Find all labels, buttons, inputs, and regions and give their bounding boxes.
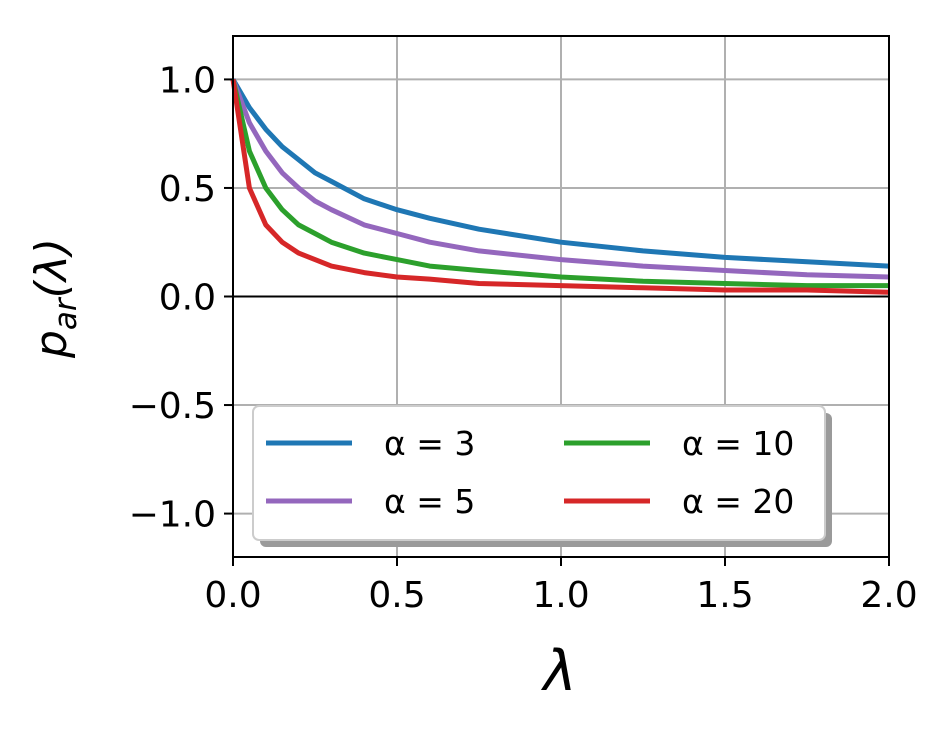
legend-box [252,405,826,541]
series-line-alpha-5 [230,78,890,280]
legend-label-alpha-20: α = 20 [682,482,794,521]
legend-label-alpha-3: α = 3 [384,424,475,463]
legend-label-alpha-5: α = 5 [384,482,475,521]
y-axis-label-subscript: ar [48,296,84,330]
y-tick-label-1: −0.5 [129,386,216,427]
y-tick-label-4: 1.0 [159,60,216,101]
axis-ticks [224,78,890,566]
y-axis-label: par(λ) [26,238,84,359]
x-tick-label-2: 1.0 [532,575,589,616]
legend: α = 3 α = 5 α = 10 α = 20 [252,405,832,547]
x-axis-label: λ [540,639,576,704]
series-line-alpha-10 [230,78,889,289]
x-tick-label-4: 2.0 [860,575,917,616]
y-tick-label-0: −1.0 [129,495,216,536]
series-line-alpha-20 [230,79,890,295]
tick-labels: 0.0 0.5 1.0 1.5 2.0 −1.0 −0.5 0.0 0.5 1.0 [129,60,918,616]
y-tick-label-3: 0.5 [159,169,216,210]
x-tick-label-3: 1.5 [696,575,753,616]
series-line-alpha-3 [230,78,890,269]
series-lines [230,78,890,295]
x-tick-label-1: 0.5 [368,575,425,616]
x-tick-label-0: 0.0 [204,575,261,616]
legend-label-alpha-10: α = 10 [682,424,794,463]
y-axis-label-main: p [26,330,77,359]
y-axis-label-argument: (λ) [26,238,77,298]
y-tick-label-2: 0.0 [159,278,216,319]
